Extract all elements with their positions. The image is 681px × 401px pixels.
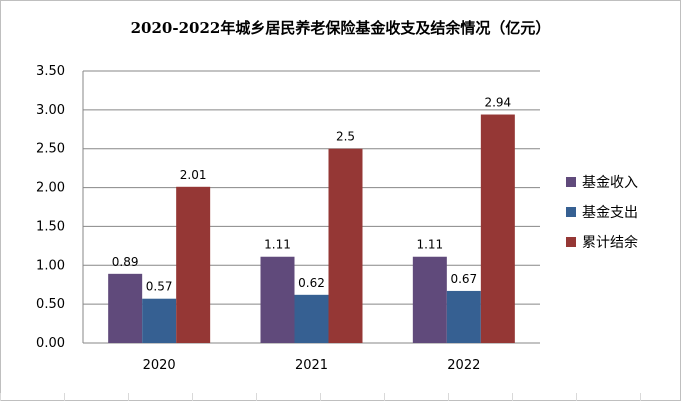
y-tick-label: 3.00 bbox=[36, 103, 65, 118]
y-tick-label: 2.50 bbox=[36, 142, 65, 157]
bar bbox=[142, 298, 177, 343]
legend-swatch bbox=[566, 237, 576, 247]
data-label: 1.11 bbox=[264, 238, 291, 252]
legend-swatch bbox=[566, 207, 576, 217]
bar bbox=[480, 114, 515, 344]
data-label: 0.67 bbox=[450, 272, 477, 286]
data-label: 2.01 bbox=[180, 168, 207, 182]
bar bbox=[446, 290, 481, 343]
chart-title: 2020-2022年城乡居民养老保险基金收支及结余情况（亿元） bbox=[130, 19, 551, 37]
x-tick-label: 2022 bbox=[447, 358, 480, 373]
bar bbox=[176, 186, 211, 343]
legend-label: 累计结余 bbox=[582, 234, 638, 251]
y-tick-label: 1.50 bbox=[36, 219, 65, 234]
x-tick-label: 2021 bbox=[295, 358, 328, 373]
bar bbox=[108, 273, 143, 343]
bar bbox=[328, 148, 363, 343]
bar bbox=[294, 294, 329, 343]
data-label: 0.89 bbox=[112, 255, 139, 269]
data-label: 0.57 bbox=[146, 280, 173, 294]
data-label: 1.11 bbox=[416, 238, 443, 252]
y-tick-label: 3.50 bbox=[36, 64, 65, 79]
data-label: 2.5 bbox=[336, 130, 355, 144]
y-tick-label: 0.50 bbox=[36, 297, 65, 312]
legend-label: 基金收入 bbox=[582, 174, 638, 191]
spreadsheet-grid-strip bbox=[0, 393, 681, 401]
data-label: 0.62 bbox=[298, 276, 325, 290]
bar bbox=[412, 256, 447, 343]
legend-label: 基金支出 bbox=[582, 204, 638, 221]
y-tick-label: 1.00 bbox=[36, 258, 65, 273]
bar bbox=[260, 256, 295, 343]
data-label: 2.94 bbox=[484, 96, 511, 110]
y-tick-label: 0.00 bbox=[36, 336, 65, 351]
y-tick-label: 2.00 bbox=[36, 181, 65, 196]
legend-swatch bbox=[566, 177, 576, 187]
x-tick-label: 2020 bbox=[143, 358, 176, 373]
